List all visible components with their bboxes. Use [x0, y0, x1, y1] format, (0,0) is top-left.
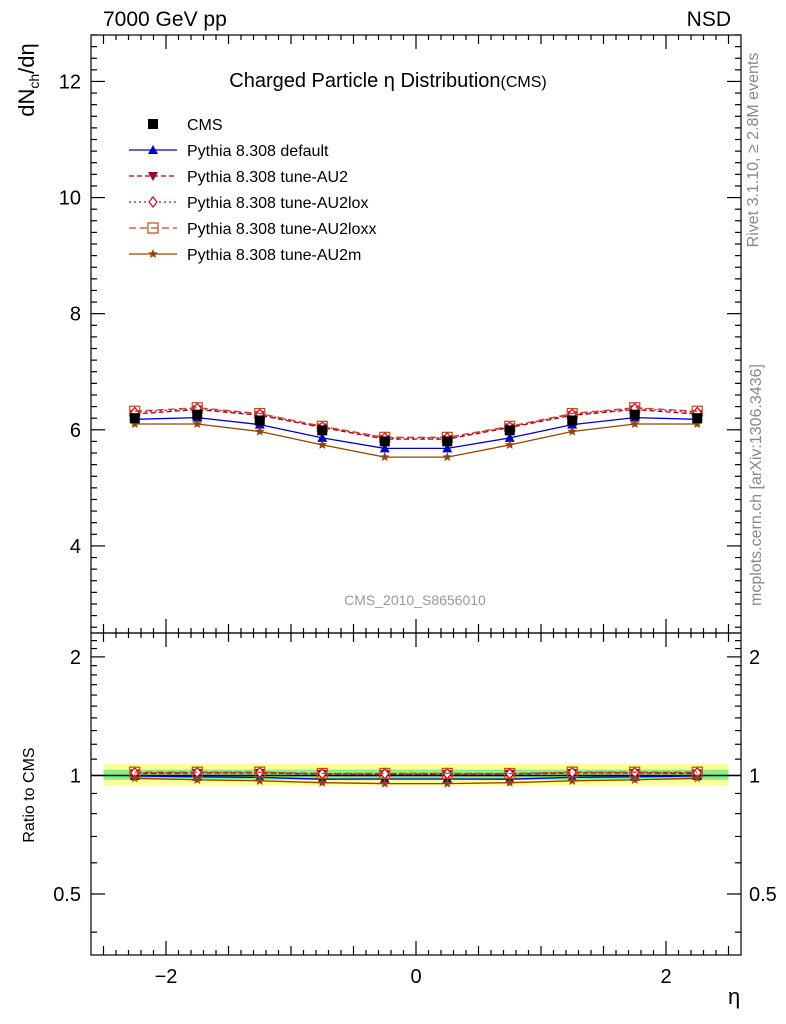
data-point — [317, 439, 327, 449]
data-point — [505, 439, 515, 449]
data-point — [379, 436, 390, 447]
data-point — [254, 415, 265, 426]
series-line — [134, 407, 698, 438]
ratio-series-line — [134, 775, 698, 780]
legend-label: CMS — [187, 117, 223, 134]
data-point — [692, 419, 702, 428]
x-tick-label: 0 — [410, 966, 421, 988]
series-line — [134, 423, 698, 458]
ratio-y-tick-label: 1 — [70, 765, 81, 787]
legend-label: Pythia 8.308 tune-AU2lox — [187, 195, 368, 212]
series-line — [134, 416, 698, 450]
data-point — [129, 413, 140, 424]
legend-label: Pythia 8.308 default — [187, 143, 329, 160]
legend-marker — [148, 196, 158, 208]
data-point — [692, 413, 703, 424]
ratio-y-tick-label-right: 1 — [749, 765, 760, 787]
data-point — [255, 426, 265, 436]
data-point — [192, 419, 202, 428]
data-point — [567, 415, 578, 426]
data-point — [379, 443, 390, 453]
data-point — [192, 409, 203, 420]
header-right: NSD — [686, 8, 731, 31]
series-line — [134, 407, 698, 439]
ratio-y-tick-label: 2 — [70, 647, 81, 669]
y-tick-label: 4 — [70, 536, 81, 558]
legend-label: Pythia 8.308 tune-AU2 — [187, 169, 348, 186]
x-tick-label: −2 — [155, 966, 178, 988]
data-point — [567, 426, 577, 436]
ratio-data-point — [692, 773, 702, 783]
x-tick-label: 2 — [660, 966, 671, 988]
data-point — [317, 432, 328, 442]
ratio-data-point — [255, 775, 265, 785]
legend-marker — [148, 172, 158, 181]
ratio-data-point — [317, 777, 327, 787]
data-point — [630, 419, 640, 428]
ratio-plot-frame — [90, 632, 742, 956]
ratio-data-point — [192, 774, 202, 784]
ratio-y-tick-label: 0.5 — [53, 884, 81, 906]
data-point — [130, 419, 140, 428]
data-point — [442, 436, 453, 447]
x-axis-label: η — [728, 984, 741, 1009]
ratio-data-point — [630, 774, 640, 784]
series-5 — [130, 419, 702, 788]
legend-marker — [148, 249, 158, 258]
legend-label: Pythia 8.308 tune-AU2loxx — [187, 221, 376, 238]
data-point — [629, 409, 640, 420]
legend-label: Pythia 8.308 tune-AU2m — [187, 247, 361, 264]
data-point — [504, 425, 515, 436]
series-4 — [129, 402, 703, 780]
legend-marker — [148, 145, 158, 154]
data-point — [442, 443, 453, 453]
header-left: 7000 GeV pp — [103, 8, 227, 31]
ratio-data-point — [567, 775, 577, 785]
legend-marker — [148, 119, 158, 129]
chart-title: Charged Particle η Distribution(CMS) — [229, 70, 546, 92]
series-0 — [129, 409, 703, 447]
data-point — [317, 425, 328, 436]
ratio-data-point — [130, 773, 140, 783]
data-point — [442, 452, 452, 462]
y-tick-label: 10 — [59, 188, 81, 210]
ratio-y-tick-label-right: 2 — [749, 647, 760, 669]
ratio-series-line — [134, 777, 698, 785]
data-point — [504, 432, 515, 442]
legend-marker — [147, 222, 159, 234]
ratio-data-point — [379, 767, 391, 779]
y-tick-label: 6 — [70, 420, 81, 442]
ratio-series-line — [134, 771, 698, 775]
ratio-y-tick-label-right: 0.5 — [749, 884, 777, 906]
series-line — [134, 408, 698, 440]
ratio-data-point — [441, 767, 453, 779]
ratio-data-point — [442, 778, 452, 788]
y-tick-label: 8 — [70, 304, 81, 326]
data-point — [380, 452, 390, 462]
y-tick-label: 12 — [59, 71, 81, 93]
ratio-data-point — [505, 777, 515, 787]
ratio-data-point — [380, 778, 390, 788]
watermark: CMS_2010_S8656010 — [344, 592, 486, 608]
